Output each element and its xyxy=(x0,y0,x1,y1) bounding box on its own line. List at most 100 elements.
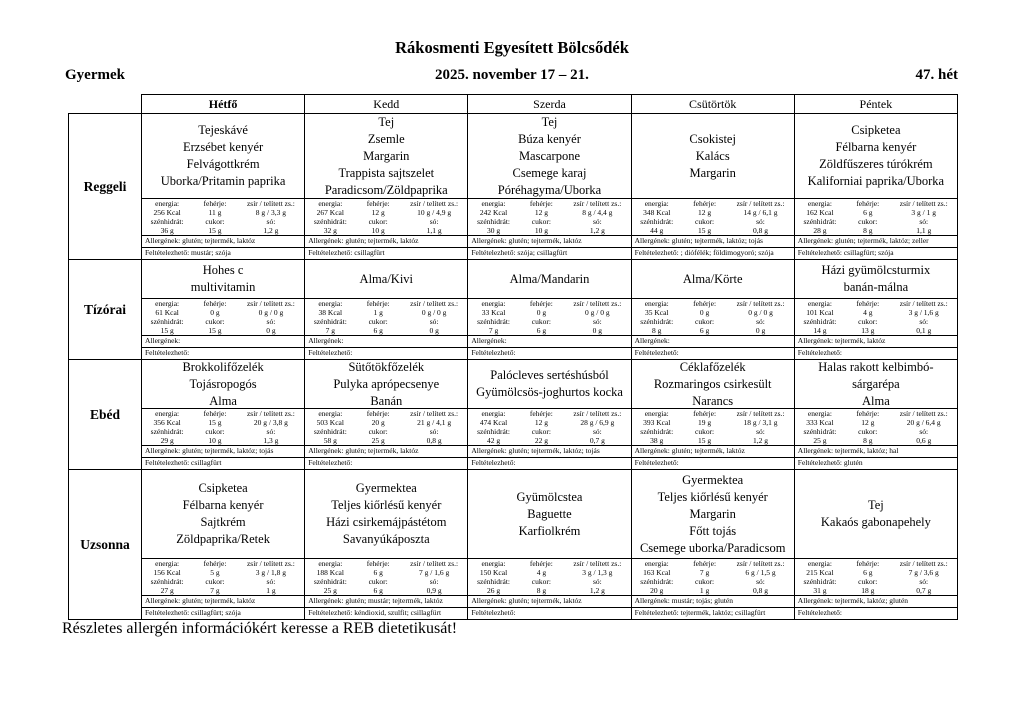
nutrition-table: energia: fehérje: zsír / telített zs.: 3… xyxy=(631,408,794,445)
nutrition-value-feherje: 0 g xyxy=(536,308,547,317)
nutrition-header-row-2: szénhidrát: cukor: só: xyxy=(795,577,957,586)
nutrition-value-szenhidrat: 32 g xyxy=(323,226,337,235)
nutrition-value-energia: 474 Kcal xyxy=(479,418,508,427)
nutrition-value-feherje: 12 g xyxy=(698,208,712,217)
nutrition-value-zsir: 20 g / 6,4 g xyxy=(906,418,941,427)
corner-cell xyxy=(68,94,141,113)
nutrition-label-szenhidrat: szénhidrát: xyxy=(803,317,837,326)
nutrition-label-szenhidrat: szénhidrát: xyxy=(313,427,347,436)
nutrition-value-energia: 38 Kcal xyxy=(318,308,343,317)
nutrition-label-szenhidrat: szénhidrát: xyxy=(313,317,347,326)
nutrition-value-zsir: 14 g / 6,1 g xyxy=(743,208,778,217)
allergens-line: Allergének: xyxy=(142,335,305,347)
nutrition-value-energia: 503 Kcal xyxy=(316,418,344,427)
nutrition-value-energia: 215 Kcal xyxy=(806,568,834,577)
nutrition-value-zsir: 7 g / 1,6 g xyxy=(419,568,450,577)
nutrition-label-feherje: fehérje: xyxy=(856,199,880,208)
nutrition-header-row-2: szénhidrát: cukor: só: xyxy=(142,217,304,226)
nutrition-label-so: só: xyxy=(592,317,602,326)
nutrition-value-so: 0,8 g xyxy=(753,586,769,595)
nutrition-value-szenhidrat: 25 g xyxy=(813,436,827,445)
nutrition-label-zsir: zsír / telített zs.: xyxy=(736,199,785,208)
nutrition-table: energia: fehérje: zsír / telített zs.: 3… xyxy=(468,298,631,335)
nutrition-label-feherje: fehérje: xyxy=(856,299,880,308)
nutrition-table: energia: fehérje: zsír / telített zs.: 3… xyxy=(631,198,794,235)
nutrition-label-cukor: cukor: xyxy=(858,577,878,586)
nutrition-table: energia: fehérje: zsír / telített zs.: 5… xyxy=(305,408,468,445)
nutrition-value-energia: 356 Kcal xyxy=(153,418,181,427)
allergens-line: Allergének: glutén; tejtermék, laktóz; t… xyxy=(142,445,305,457)
menu-items: Gyümölcstea Baguette Karfiolkrém xyxy=(516,489,583,538)
nutrition-value-zsir: 28 g / 6,9 g xyxy=(580,418,615,427)
nutrition-label-zsir: zsír / telített zs.: xyxy=(899,409,948,418)
nutrition-value-feherje: 12 g xyxy=(861,418,875,427)
menu-items: Brokkolifőzelék Tojásropogós Alma xyxy=(182,359,264,408)
nutrition-label-feherje: fehérje: xyxy=(366,559,390,568)
menu-items: Palócleves sertéshúsból Gyümölcsös-joghur… xyxy=(476,368,623,399)
conditional-allergens-line: Feltételezhető: ; diófélék; földimogyoró… xyxy=(631,247,794,259)
nutrition-value-row-2: 58 g 25 g 0,8 g xyxy=(305,436,467,445)
nutrition-value-cukor: 6 g xyxy=(373,586,383,595)
conditional-allergens-line: Feltételezhető: tejtermék, laktóz; csill… xyxy=(631,607,794,619)
nutrition-label-feherje: fehérje: xyxy=(366,199,390,208)
allergens-line: Allergének: xyxy=(305,335,468,347)
nutrition-header-row-2: szénhidrát: cukor: só: xyxy=(795,427,957,436)
nutrition-value-row-2: 28 g 8 g 1,1 g xyxy=(795,226,957,235)
nutrition-value-zsir: 3 g / 1,3 g xyxy=(582,568,613,577)
menu-items: Alma/Körte xyxy=(682,271,743,286)
nutrition-value-energia: 156 Kcal xyxy=(153,568,181,577)
nutrition-header-row-2: szénhidrát: cukor: só: xyxy=(468,427,630,436)
nutrition-label-energia: energia: xyxy=(644,409,669,418)
nutrition-label-cukor: cukor: xyxy=(858,217,878,226)
nutrition-header-row-1: energia: fehérje: zsír / telített zs.: xyxy=(142,559,304,568)
nutrition-label-szenhidrat: szénhidrát: xyxy=(150,427,184,436)
nutrition-label-feherje: fehérje: xyxy=(856,559,880,568)
nutrition-header-row-1: energia: fehérje: zsír / telített zs.: xyxy=(468,299,630,308)
nutrition-value-cukor: 15 g xyxy=(208,326,222,335)
allergens-line: Allergének: glutén; tejtermék, laktóz; z… xyxy=(794,235,957,247)
nutrition-value-zsir: 20 g / 3,8 g xyxy=(253,418,288,427)
menu-items: Céklafőzelék Rozmaringos csirkesült Naranc… xyxy=(653,359,772,408)
nutrition-label-feherje: fehérje: xyxy=(693,559,717,568)
nutrition-value-row-2: 7 g 6 g 0 g xyxy=(305,326,467,335)
nutrition-value-zsir: 0 g / 0 g xyxy=(585,308,610,317)
nutrition-table: energia: fehérje: zsír / telített zs.: 2… xyxy=(305,198,468,235)
nutrition-table: energia: fehérje: zsír / telített zs.: 3… xyxy=(631,298,794,335)
subheader-row: Gyermek 2025. november 17 – 21. 47. hét xyxy=(0,67,1024,85)
nutrition-header-row-2: szénhidrát: cukor: só: xyxy=(305,577,467,586)
nutrition-value-zsir: 10 g / 4,9 g xyxy=(417,208,452,217)
nutrition-value-energia: 267 Kcal xyxy=(316,208,344,217)
nutrition-value-so: 0,8 g xyxy=(426,436,442,445)
nutrition-label-cukor: cukor: xyxy=(694,427,715,436)
nutrition-value-feherje: 11 g xyxy=(208,208,222,217)
nutrition-value-cukor: 8 g xyxy=(536,586,547,595)
nutrition-value-zsir: 0 g / 0 g xyxy=(748,308,773,317)
meal-row-label: Reggeli xyxy=(68,113,141,259)
day-header-wednesday: Szerda xyxy=(467,94,631,113)
nutrition-value-row-1: 333 Kcal 12 g 20 g / 6,4 g xyxy=(795,418,957,427)
menu-table: Hétfő Kedd Szerda Csütörtök Péntek Regge… xyxy=(68,94,958,620)
nutrition-table: energia: fehérje: zsír / telített zs.: 1… xyxy=(468,558,631,595)
nutrition-table: energia: fehérje: zsír / telített zs.: 2… xyxy=(794,558,957,595)
menu-cell: Alma/Mandarin energia: fehérje: zsír / t… xyxy=(467,259,631,359)
nutrition-table: energia: fehérje: zsír / telített zs.: 3… xyxy=(142,408,305,445)
nutrition-value-row-1: 101 Kcal 4 g 3 g / 1,6 g xyxy=(795,308,957,317)
nutrition-value-energia: 256 Kcal xyxy=(153,208,181,217)
nutrition-header-row-2: szénhidrát: cukor: só: xyxy=(632,577,794,586)
nutrition-label-energia: energia: xyxy=(318,559,343,568)
nutrition-label-cukor: cukor: xyxy=(368,217,388,226)
nutrition-value-energia: 61 Kcal xyxy=(155,308,179,317)
nutrition-label-cukor: cukor: xyxy=(531,217,551,226)
nutrition-header-row-2: szénhidrát: cukor: só: xyxy=(142,577,304,586)
nutrition-value-cukor: 7 g xyxy=(210,586,220,595)
day-header-thursday: Csütörtök xyxy=(630,94,794,113)
allergens-line: Allergének: glutén; tejtermék, laktóz xyxy=(142,595,305,607)
nutrition-value-row-2: 14 g 13 g 0,1 g xyxy=(795,326,957,335)
nutrition-value-row-1: 188 Kcal 6 g 7 g / 1,6 g xyxy=(305,568,467,577)
nutrition-label-szenhidrat: szénhidrát: xyxy=(640,217,674,226)
nutrition-label-cukor: cukor: xyxy=(368,317,388,326)
conditional-allergens-line: Feltételezhető: glutén xyxy=(794,457,957,469)
menu-items: Csipketea Félbarna kenyér Zöldfűszeres túr… xyxy=(807,123,945,188)
nutrition-value-so: 0 g xyxy=(266,326,276,335)
nutrition-value-feherje: 5 g xyxy=(210,568,220,577)
